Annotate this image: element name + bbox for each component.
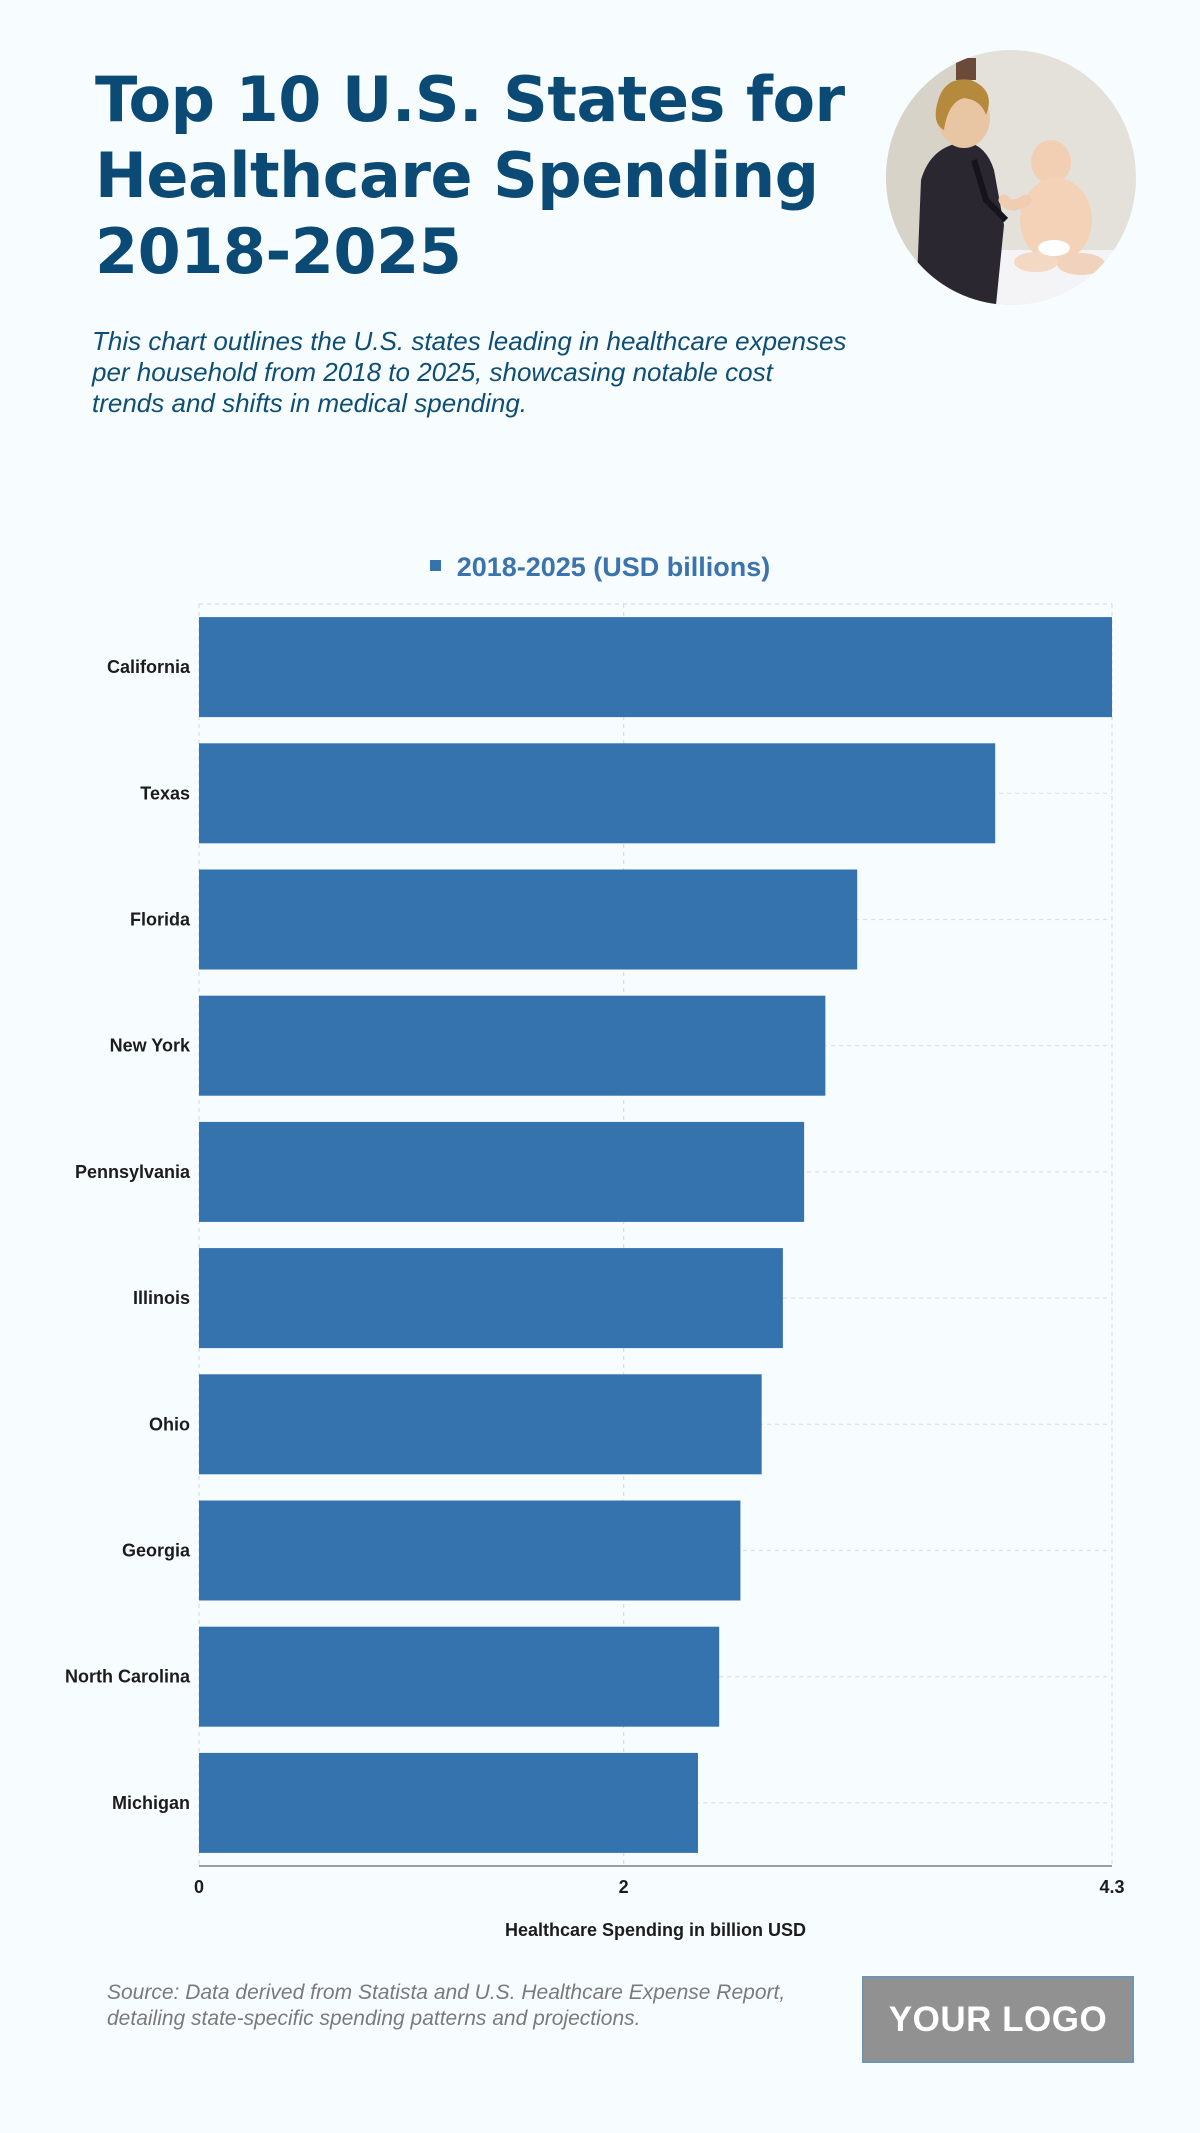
x-axis-title: Healthcare Spending in billion USD [505,1920,806,1940]
page-title: Top 10 U.S. States for Healthcare Spendi… [95,63,845,288]
bar-north-carolina [199,1626,720,1727]
bar-california [199,617,1112,718]
category-label: Florida [130,910,191,930]
bar-michigan [199,1752,698,1853]
category-label: Georgia [122,1541,191,1561]
x-tick-label: 0 [194,1877,204,1897]
page-subtitle: This chart outlines the U.S. states lead… [92,326,847,418]
bar-florida [199,869,858,970]
bar-ohio [199,1374,762,1475]
bar-pennsylvania [199,1121,805,1222]
category-label: Texas [140,783,190,803]
bar-georgia [199,1500,741,1601]
category-label: Pennsylvania [75,1162,191,1182]
category-label: Michigan [112,1793,190,1813]
category-label: North Carolina [65,1667,191,1687]
x-tick-label: 4.3 [1099,1877,1124,1897]
x-tick-label: 2 [619,1877,629,1897]
legend-label: 2018-2025 (USD billions) [456,552,771,582]
bar-illinois [199,1248,783,1349]
category-label: California [107,657,191,677]
legend-swatch [429,560,441,572]
category-label: Illinois [133,1288,190,1308]
category-label: New York [110,1036,191,1056]
chart-legend: 2018-2025 (USD billions) [0,552,1200,583]
bar-new-york [199,995,826,1096]
logo-placeholder: YOUR LOGO [862,1976,1134,2063]
category-label: Ohio [149,1414,190,1434]
source-note: Source: Data derived from Statista and U… [107,1981,786,2030]
bar-texas [199,743,996,844]
